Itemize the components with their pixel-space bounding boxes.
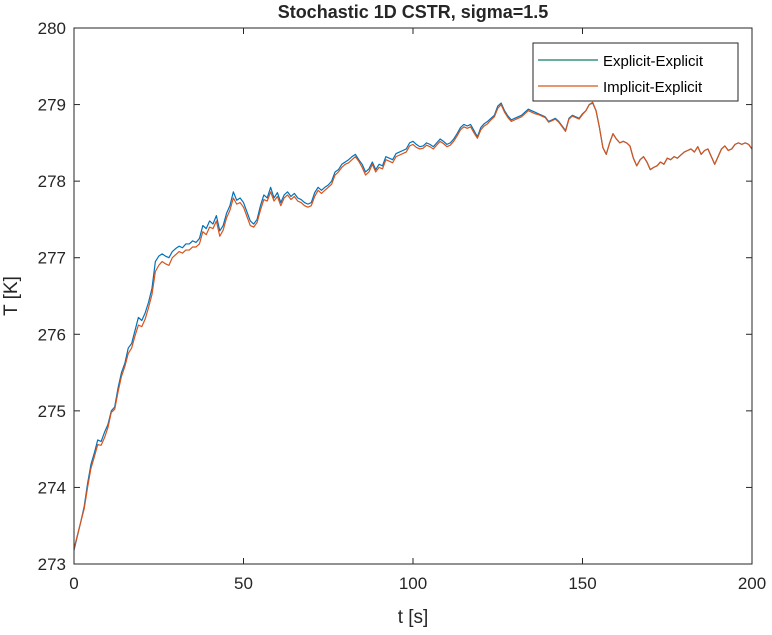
legend: Explicit-Explicit Implicit-Explicit xyxy=(532,42,739,102)
series-line-implicit-explicit xyxy=(73,101,753,549)
y-tick-label: 280 xyxy=(38,19,66,38)
x-tick-label: 150 xyxy=(568,574,596,593)
axis-ticks: 0 50 100 150 200 273 274 275 276 277 278 279 280 xyxy=(38,19,767,593)
x-tick-label: 100 xyxy=(399,574,427,593)
x-axis-label: t [s] xyxy=(398,607,429,628)
y-tick-label: 278 xyxy=(38,172,66,191)
y-tick-label: 275 xyxy=(38,402,66,421)
y-tick-label: 277 xyxy=(38,249,66,268)
series-lines xyxy=(73,101,753,551)
y-tick-label: 279 xyxy=(38,96,66,115)
legend-label-implicit-explicit: Implicit-Explicit xyxy=(603,79,703,96)
legend-label-explicit-explicit: Explicit-Explicit xyxy=(603,53,704,70)
y-tick-label: 276 xyxy=(38,325,66,344)
x-tick-label: 200 xyxy=(738,574,766,593)
plot-area xyxy=(74,28,752,564)
y-axis-label: T [K] xyxy=(1,276,22,316)
y-tick-label: 273 xyxy=(38,555,66,574)
chart-title: Stochastic 1D CSTR, sigma=1.5 xyxy=(278,2,549,22)
legend-box xyxy=(532,42,739,102)
x-tick-label: 0 xyxy=(69,574,78,593)
axes-box xyxy=(73,27,753,565)
x-tick-label: 50 xyxy=(234,574,253,593)
y-tick-label: 274 xyxy=(38,478,66,497)
